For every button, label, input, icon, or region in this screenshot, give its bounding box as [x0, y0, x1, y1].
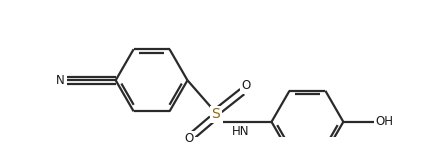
Text: N: N [56, 74, 65, 87]
Text: S: S [211, 107, 220, 121]
Text: O: O [241, 79, 251, 93]
Text: HN: HN [232, 125, 249, 138]
Text: O: O [185, 132, 194, 145]
Text: OH: OH [375, 115, 394, 128]
